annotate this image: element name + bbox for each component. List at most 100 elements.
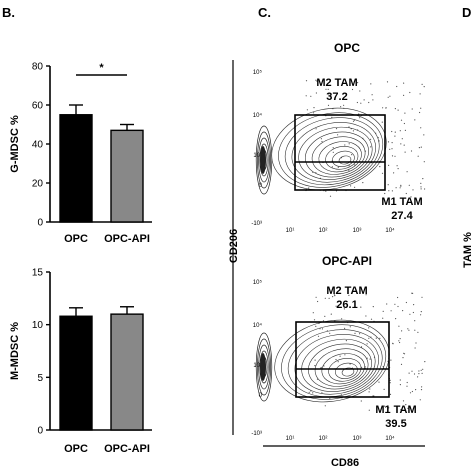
flow-event-dot bbox=[335, 305, 337, 307]
flow-event-dot bbox=[354, 332, 356, 334]
flow-event-dot bbox=[411, 108, 413, 110]
flow-event-dot bbox=[385, 107, 387, 109]
flow-event-dot bbox=[404, 112, 406, 114]
flow-event-dot bbox=[332, 296, 334, 298]
flow-event-dot bbox=[319, 328, 321, 330]
flow-event-dot bbox=[325, 190, 327, 192]
flow-event-dot bbox=[420, 311, 422, 313]
flow-event-dot bbox=[354, 186, 356, 188]
flow-y-tick-label: 10⁵ bbox=[253, 69, 263, 76]
flow-event-dot bbox=[352, 120, 355, 122]
flow-event-dot bbox=[341, 318, 343, 320]
flow-event-dot bbox=[372, 306, 374, 308]
flow-event-dot bbox=[422, 178, 424, 180]
flow-event-dot bbox=[421, 386, 423, 388]
flow-event-dot bbox=[408, 329, 410, 331]
flow-event-dot bbox=[383, 388, 385, 390]
flow-event-dot bbox=[395, 187, 397, 189]
flow-event-dot bbox=[391, 155, 394, 157]
flow-event-dot bbox=[418, 370, 420, 372]
flow-event-dot bbox=[344, 327, 346, 329]
flow-event-dot bbox=[368, 391, 370, 393]
flow-edge-density bbox=[260, 353, 266, 381]
flow-event-dot bbox=[368, 327, 370, 329]
category-label: OPC bbox=[64, 443, 88, 455]
flow-event-dot bbox=[362, 182, 364, 184]
significance-mark: * bbox=[99, 62, 104, 74]
flow-event-dot bbox=[315, 325, 317, 327]
flow-event-dot bbox=[411, 292, 413, 294]
flow-event-dot bbox=[312, 312, 314, 314]
flow-event-dot bbox=[389, 382, 391, 384]
flow-event-dot bbox=[324, 405, 326, 407]
flow-event-dot bbox=[393, 172, 395, 174]
flow-edge-contour bbox=[257, 131, 271, 189]
flow-event-dot bbox=[332, 147, 334, 149]
flow-event-dot bbox=[350, 185, 352, 187]
flow-event-dot bbox=[359, 117, 361, 119]
y-tick-label: 80 bbox=[32, 62, 44, 73]
flow-contour-line bbox=[291, 122, 377, 183]
flow-event-dot bbox=[329, 332, 331, 334]
flow-event-dot bbox=[382, 317, 384, 319]
flow-event-dot bbox=[408, 406, 410, 408]
flow-event-dot bbox=[399, 384, 401, 386]
flow-contour-line bbox=[301, 338, 376, 392]
flow-event-dot bbox=[399, 130, 401, 132]
flow-event-dot bbox=[389, 393, 392, 395]
flow-y-axis-title: CD206 bbox=[228, 229, 240, 263]
y-tick-label: 15 bbox=[32, 268, 44, 279]
flow-event-dot bbox=[312, 392, 314, 394]
flow-event-dot bbox=[328, 297, 330, 299]
flow-event-dot bbox=[344, 144, 346, 146]
flow-event-dot bbox=[382, 310, 384, 312]
flow-event-dot bbox=[320, 138, 322, 140]
flow-contour-line bbox=[287, 329, 383, 398]
flow-event-dot bbox=[331, 166, 333, 168]
flow-event-dot bbox=[308, 391, 310, 393]
flow-event-dot bbox=[321, 328, 323, 330]
flow-event-dot bbox=[381, 172, 384, 174]
category-label: OPC-API bbox=[104, 233, 150, 245]
flow-event-dot bbox=[420, 107, 422, 109]
m1-tam-label: M1 TAM bbox=[375, 404, 416, 416]
flow-event-dot bbox=[379, 166, 381, 168]
flow-event-dot bbox=[337, 361, 339, 363]
flow-event-dot bbox=[391, 130, 393, 133]
flow-event-dot bbox=[370, 318, 373, 320]
flow-event-dot bbox=[421, 372, 423, 374]
flow-event-dot bbox=[403, 122, 405, 125]
m2-tam-label: M2 TAM bbox=[326, 285, 367, 297]
flow-event-dot bbox=[421, 83, 423, 85]
flow-event-dot bbox=[354, 164, 356, 166]
flow-event-dot bbox=[363, 99, 365, 101]
flow-event-dot bbox=[424, 188, 426, 190]
y-tick-label: 40 bbox=[32, 140, 44, 151]
flow-event-dot bbox=[349, 326, 351, 328]
flow-event-dot bbox=[392, 342, 394, 344]
flow-event-dot bbox=[369, 358, 371, 360]
flow-event-dot bbox=[387, 96, 389, 98]
flow-event-dot bbox=[409, 91, 411, 94]
flow-event-dot bbox=[415, 389, 417, 391]
flow-event-dot bbox=[388, 407, 390, 409]
y-axis-title: G-MDSC % bbox=[9, 115, 21, 173]
flow-plot-title: OPC bbox=[334, 41, 360, 55]
flow-event-dot bbox=[387, 184, 389, 186]
flow-event-dot bbox=[400, 363, 403, 365]
flow-event-dot bbox=[359, 90, 361, 92]
flow-event-dot bbox=[397, 109, 399, 111]
flow-event-dot bbox=[403, 94, 405, 96]
flow-event-dot bbox=[351, 154, 353, 156]
panel-letter-d: D bbox=[462, 5, 471, 20]
g-mdsc-bar-chart: 0 20 40 60 80 G-MDSC % OPC OPC-API * bbox=[9, 62, 152, 245]
panel-letter-c: C. bbox=[258, 5, 271, 20]
flow-event-dot bbox=[365, 294, 367, 296]
flow-plot-title: OPC-API bbox=[322, 254, 372, 268]
flow-event-dot bbox=[411, 370, 413, 372]
flow-event-dot bbox=[384, 405, 386, 407]
flow-event-dot bbox=[423, 161, 425, 163]
flow-event-dot bbox=[381, 121, 383, 123]
flow-event-dot bbox=[328, 93, 330, 95]
flow-event-dot bbox=[321, 392, 323, 394]
